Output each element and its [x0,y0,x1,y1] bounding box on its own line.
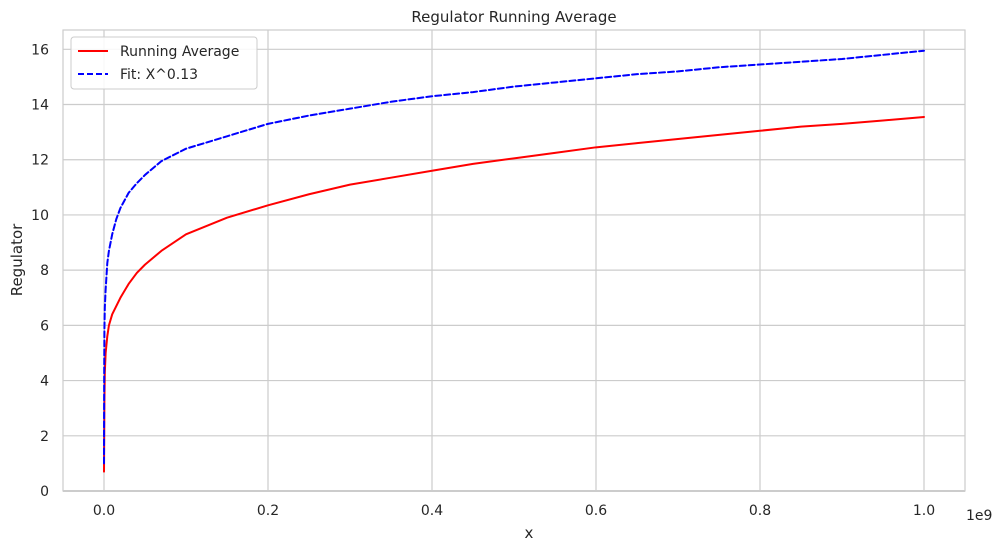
series-line-running-average [103,115,925,473]
x-axis-label: x [525,524,534,542]
series-group [103,49,925,473]
legend-label-running-average: Running Average [120,44,239,60]
y-tick-label: 0 [40,484,49,500]
legend: Running Average Fit: X^0.13 [70,36,258,90]
x-tick-label: 1.0 [913,503,935,519]
x-tick-label: 0.2 [257,503,279,519]
y-tick-label: 2 [40,429,49,445]
series-line-fit [103,49,925,465]
x-offset-label: 1e9 [966,508,992,524]
plot-background [63,30,965,491]
y-tick-label: 14 [31,98,49,114]
y-tick-label: 4 [40,374,49,390]
x-tick-label: 0.4 [421,503,443,519]
y-tick-label: 10 [31,208,49,224]
y-tick-label: 16 [31,42,49,58]
axes-frame [62,29,966,492]
x-tick-label: 0.8 [749,503,771,519]
legend-label-fit: Fit: X^0.13 [120,67,198,83]
x-tick-label: 0.6 [585,503,607,519]
y-tick-label: 8 [40,263,49,279]
grid [63,30,965,492]
chart-title: Regulator Running Average [411,8,616,26]
y-axis-label: Regulator [8,223,26,296]
tick-labels: 0.0 0.2 0.4 0.6 0.8 1.0 0 2 4 6 8 10 12 14 16 [31,42,935,519]
x-tick-label: 0.0 [93,503,115,519]
y-tick-label: 12 [31,153,49,169]
legend-box [70,36,258,90]
y-tick-label: 6 [40,318,49,334]
